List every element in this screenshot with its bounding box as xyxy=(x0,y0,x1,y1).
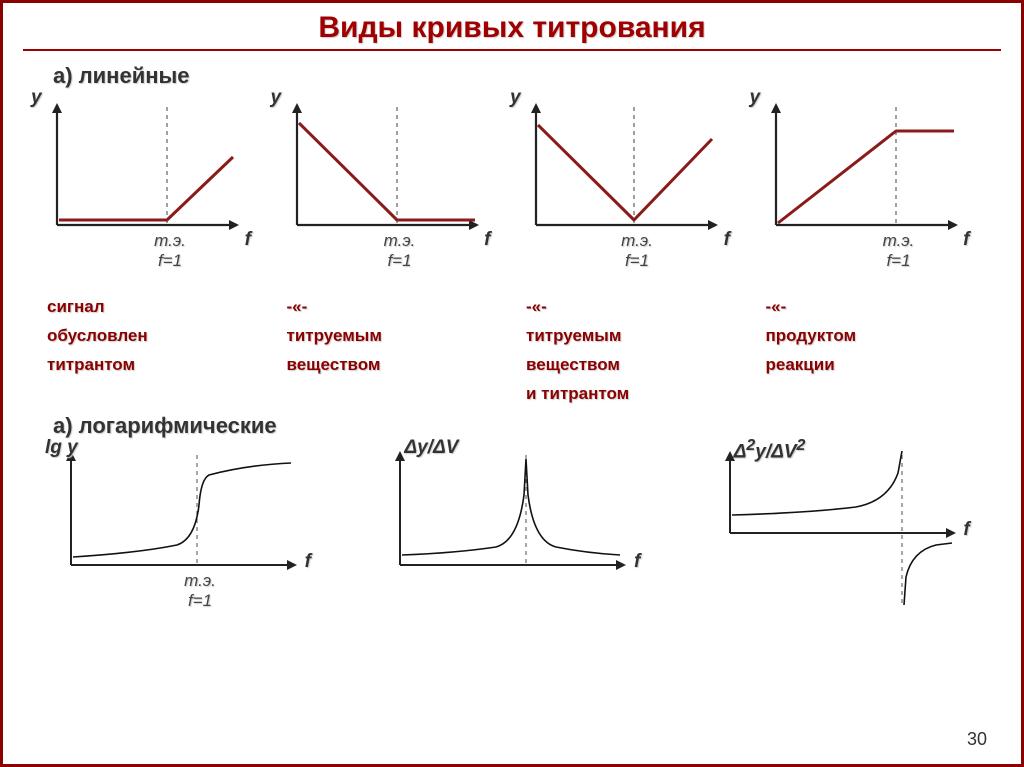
log-charts-row: lg y f т.э.f=1 Δy/ΔV f Δ2y/ΔV2 f xyxy=(23,445,1001,615)
x-axis-label: f xyxy=(245,229,251,251)
equivalence-point-label: т.э.f=1 xyxy=(145,231,195,272)
x-axis-label: f xyxy=(305,551,311,573)
log-chart-3: Δ2y/ΔV2 f xyxy=(706,445,987,615)
chart-caption: -«- титруемым веществом и титрантом xyxy=(526,293,629,409)
chart-svg xyxy=(756,95,966,245)
section-linear-label: а) линейные xyxy=(53,63,1001,89)
chart-svg xyxy=(376,445,636,615)
equivalence-point-label: т.э.f=1 xyxy=(375,231,425,272)
x-axis-label: f xyxy=(963,229,969,251)
chart-caption: сигнал обусловлен титрантом xyxy=(47,293,148,380)
equivalence-point-label: т.э.f=1 xyxy=(175,571,225,612)
y-axis-label: y xyxy=(271,87,282,109)
y-axis-label: lg y xyxy=(45,437,78,459)
y-axis-label: y xyxy=(510,87,521,109)
equivalence-point-label: т.э.f=1 xyxy=(874,231,924,272)
chart-caption: -«- продуктом реакции xyxy=(766,293,857,380)
y-axis-label: y xyxy=(31,87,42,109)
y-axis-label: y xyxy=(750,87,761,109)
linear-chart-1: y f т.э.f=1сигнал обусловлен титрантом xyxy=(37,95,269,409)
linear-charts-row: y f т.э.f=1сигнал обусловлен титрантом y… xyxy=(23,95,1001,409)
chart-svg xyxy=(277,95,487,245)
chart-svg xyxy=(37,95,247,245)
slide-title: Виды кривых титрования xyxy=(23,11,1001,51)
y-axis-label: Δ2y/ΔV2 xyxy=(734,437,806,463)
x-axis-label: f xyxy=(963,519,969,541)
section-log-label: а) логарифмические xyxy=(53,413,1001,439)
x-axis-label: f xyxy=(724,229,730,251)
page-number: 30 xyxy=(967,729,987,750)
linear-chart-3: y f т.э.f=1-«- титруемым веществом и тит… xyxy=(516,95,748,409)
x-axis-label: f xyxy=(484,229,490,251)
log-chart-2: Δy/ΔV f xyxy=(376,445,657,615)
y-axis-label: Δy/ΔV xyxy=(404,437,458,459)
x-axis-label: f xyxy=(634,551,640,573)
chart-svg xyxy=(516,95,726,245)
log-chart-1: lg y f т.э.f=1 xyxy=(47,445,328,615)
linear-chart-2: y f т.э.f=1-«- титруемым веществом xyxy=(277,95,509,409)
equivalence-point-label: т.э.f=1 xyxy=(612,231,662,272)
chart-svg xyxy=(706,445,966,615)
linear-chart-4: y f т.э.f=1-«- продуктом реакции xyxy=(756,95,988,409)
chart-caption: -«- титруемым веществом xyxy=(287,293,382,380)
